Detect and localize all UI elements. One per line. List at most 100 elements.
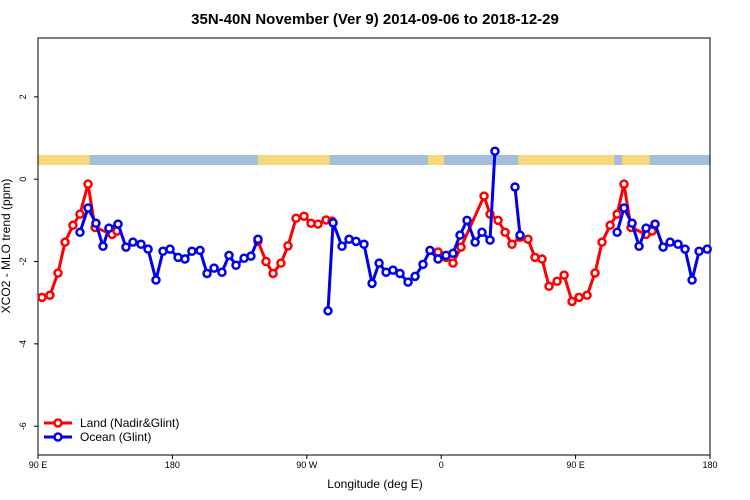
land-ocean-strip: [38, 155, 710, 165]
data-point: [634, 241, 644, 252]
data-point: [619, 179, 629, 189]
data-point: [37, 292, 47, 303]
data-point: [91, 218, 101, 228]
data-point: [510, 182, 520, 192]
data-point: [456, 242, 466, 252]
data-point: [283, 241, 293, 251]
data-point: [507, 239, 517, 249]
data-point: [694, 246, 704, 256]
data-point: [395, 268, 405, 279]
y-tick-label: -4: [18, 340, 28, 348]
data-point: [231, 260, 241, 270]
data-point: [328, 218, 338, 228]
data-point: [83, 203, 93, 213]
data-point: [165, 244, 175, 254]
legend-label: Ocean (Glint): [80, 430, 151, 444]
data-point: [537, 254, 547, 264]
data-point: [493, 215, 503, 226]
data-point: [477, 227, 487, 238]
data-point: [75, 227, 85, 238]
data-point: [299, 211, 309, 221]
data-point: [202, 268, 212, 279]
y-tick-label: -6: [18, 422, 28, 430]
data-point: [418, 259, 428, 270]
data-point: [448, 258, 458, 268]
data-point: [268, 268, 278, 279]
data-point: [619, 203, 629, 213]
legend-marker: [53, 432, 63, 442]
data-point: [253, 234, 263, 245]
chart-title: 35N-40N November (Ver 9) 2014-09-06 to 2…: [191, 11, 559, 28]
y-axis-label: XCO2 - MLO trend (ppm): [0, 179, 13, 314]
data-point: [209, 263, 219, 273]
data-point: [367, 278, 377, 289]
data-point: [485, 235, 495, 245]
x-tick-label: 90 E: [29, 460, 48, 470]
data-point: [374, 258, 384, 268]
data-point: [224, 250, 234, 261]
x-axis-label: Longitude (deg E): [327, 477, 422, 491]
data-point: [658, 242, 668, 252]
y-tick-label: -2: [18, 258, 28, 266]
data-point: [433, 254, 443, 264]
data-point: [410, 271, 420, 282]
data-point: [217, 267, 227, 277]
data-point: [462, 215, 472, 226]
data-point: [582, 290, 592, 301]
data-point: [680, 244, 690, 254]
data-point: [627, 218, 637, 228]
data-point: [552, 276, 562, 287]
data-point: [448, 248, 458, 259]
x-tick-label: 180: [702, 460, 717, 470]
data-point: [470, 237, 480, 247]
data-point: [337, 241, 347, 252]
data-point: [403, 277, 413, 287]
data-point: [590, 268, 600, 278]
data-point: [351, 236, 361, 247]
data-point: [612, 209, 622, 219]
x-tick-label: 0: [439, 460, 444, 470]
data-point: [490, 146, 500, 156]
data-point: [574, 292, 584, 303]
data-point: [544, 281, 554, 291]
data-point: [523, 234, 533, 245]
data-point: [98, 241, 108, 252]
data-point: [597, 237, 607, 247]
data-point: [665, 237, 675, 247]
data-point: [261, 256, 271, 267]
data-point: [291, 213, 301, 224]
data-point: [246, 251, 256, 261]
data-point: [500, 227, 510, 238]
data-point: [605, 220, 615, 231]
data-point: [702, 244, 712, 254]
data-point: [687, 275, 697, 285]
x-tick-label: 180: [165, 460, 180, 470]
data-point: [104, 223, 114, 233]
data-point: [276, 258, 286, 268]
data-point: [75, 209, 85, 219]
x-tick-label: 90 W: [296, 460, 318, 470]
data-point: [425, 245, 435, 256]
y-tick-label: 0: [18, 177, 28, 182]
data-point: [455, 230, 465, 240]
y-tick-label: 2: [18, 94, 28, 99]
data-point: [559, 270, 569, 280]
data-point: [113, 219, 123, 229]
data-point: [673, 239, 683, 249]
legend-marker: [53, 418, 63, 428]
data-point: [151, 275, 161, 285]
data-point: [388, 265, 398, 275]
data-point: [128, 237, 138, 247]
data-point: [136, 239, 146, 249]
data-point: [53, 268, 63, 278]
data-point: [612, 227, 622, 238]
data-point: [60, 237, 70, 247]
legend-label: Land (Nadir&Glint): [80, 416, 179, 430]
data-point: [45, 290, 55, 301]
data-point: [567, 296, 577, 307]
data-point: [143, 244, 153, 254]
data-point: [83, 179, 93, 189]
data-point: [68, 220, 78, 231]
data-point: [323, 306, 333, 316]
